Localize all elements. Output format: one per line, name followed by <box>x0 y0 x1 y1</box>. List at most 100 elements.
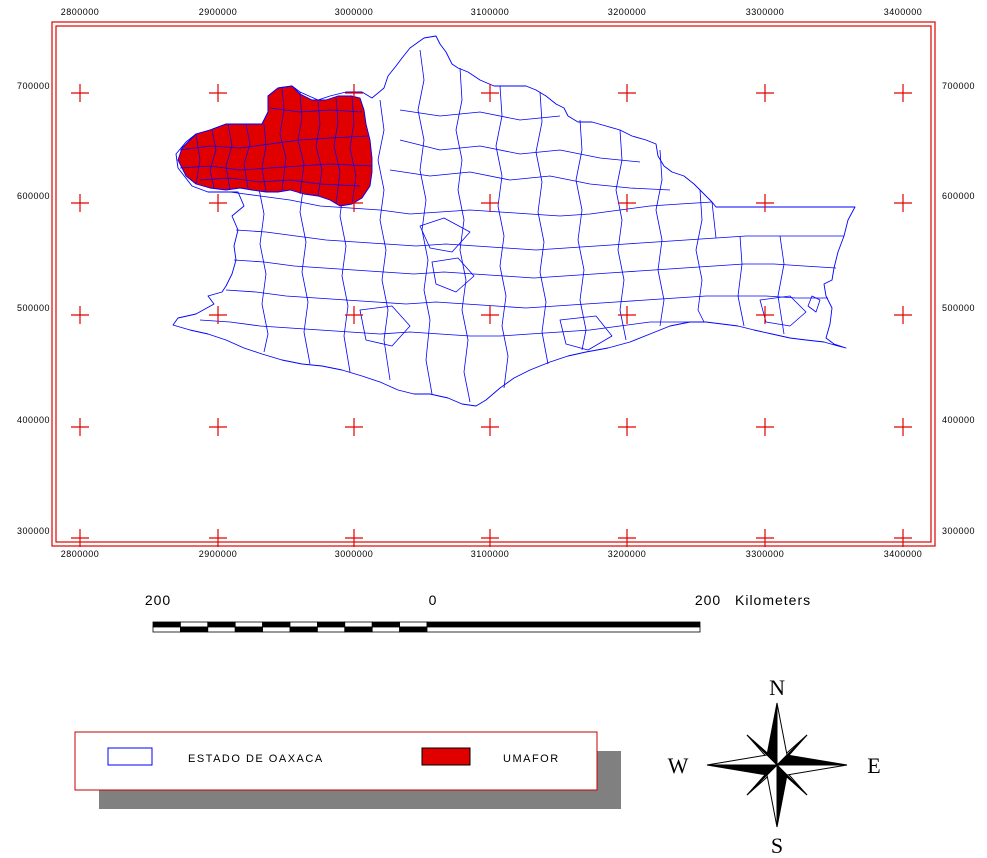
grid-cross-icon <box>756 418 774 436</box>
grid-cross-icon <box>209 84 227 102</box>
grid-cross-icon <box>345 306 363 324</box>
x-coordinate-label-top: 3400000 <box>884 7 923 17</box>
grid-cross-icon <box>481 529 499 547</box>
scale-bar-segment <box>344 621 373 628</box>
y-coordinate-label-right: 300000 <box>942 526 975 536</box>
grid-cross-icon <box>618 194 636 212</box>
grid-cross-icon <box>894 418 912 436</box>
grid-cross-icon <box>618 84 636 102</box>
scale-bar-segment <box>234 626 263 633</box>
legend: ESTADO DE OAXACA UMAFOR <box>74 731 621 809</box>
coordinate-grid <box>71 84 912 547</box>
grid-cross-icon <box>345 84 363 102</box>
grid-cross-icon <box>618 306 636 324</box>
grid-cross-icon <box>756 529 774 547</box>
map-frame-inner <box>55 25 932 543</box>
scale-bar-segment <box>179 621 209 628</box>
grid-cross-icon <box>71 84 89 102</box>
grid-cross-icon <box>209 306 227 324</box>
scale-bar-segment <box>152 626 181 633</box>
scale-bar-segment <box>262 626 291 633</box>
scale-bar-segment <box>426 621 701 628</box>
scale-bar-segment <box>289 621 318 628</box>
x-coordinate-label-top: 3200000 <box>608 7 647 17</box>
scale-bar-segment <box>207 626 236 633</box>
scale-bar-segment <box>399 626 428 633</box>
legend-box <box>74 731 598 791</box>
compass-west-label: W <box>668 753 689 778</box>
legend-label-umafor: UMAFOR <box>503 753 560 765</box>
grid-cross-icon <box>756 84 774 102</box>
x-coordinate-label-bottom: 3400000 <box>884 549 923 559</box>
legend-symbol-outline <box>107 747 153 766</box>
x-coordinate-label-bottom: 2900000 <box>199 549 238 559</box>
scale-bar-segment <box>316 626 346 633</box>
compass-rose: N S E W <box>668 675 881 858</box>
scale-bar-segment <box>316 621 346 628</box>
scale-bar-segment <box>426 626 701 633</box>
x-coordinate-label-bottom: 3300000 <box>746 549 785 559</box>
scale-bar-segment <box>234 621 263 628</box>
grid-cross-icon <box>481 306 499 324</box>
scale-bar-segment <box>207 621 236 628</box>
y-coordinate-label-right: 600000 <box>942 191 975 201</box>
x-coordinate-label-top: 3100000 <box>471 7 510 17</box>
scale-bar-segment <box>179 626 209 633</box>
x-coordinate-label-top: 2900000 <box>199 7 238 17</box>
grid-cross-icon <box>209 529 227 547</box>
scale-bar-segment <box>152 621 181 628</box>
grid-cross-icon <box>481 418 499 436</box>
grid-cross-icon <box>894 306 912 324</box>
legend-label-estado: ESTADO DE OAXACA <box>188 753 324 765</box>
grid-cross-icon <box>894 529 912 547</box>
y-coordinate-label-left: 700000 <box>17 81 50 91</box>
x-coordinate-label-bottom: 3200000 <box>608 549 647 559</box>
grid-cross-icon <box>894 194 912 212</box>
scale-bar: 200 0 200 Kilometers <box>145 592 811 633</box>
map-frame-outer <box>51 21 936 547</box>
scale-left-label: 200 <box>145 592 171 608</box>
scale-bar-segments <box>152 621 701 633</box>
scale-right-label: 200 <box>695 592 721 608</box>
grid-cross-icon <box>756 194 774 212</box>
x-coordinate-label-top: 3000000 <box>335 7 374 17</box>
grid-cross-icon <box>618 529 636 547</box>
umafor-region <box>177 85 373 207</box>
y-coordinate-label-right: 700000 <box>942 81 975 91</box>
x-coordinate-label-bottom: 2800000 <box>61 549 100 559</box>
x-coordinate-label-top: 2800000 <box>61 7 100 17</box>
grid-cross-icon <box>209 418 227 436</box>
grid-cross-icon <box>618 418 636 436</box>
compass-north-label: N <box>769 675 785 700</box>
y-coordinate-label-left: 500000 <box>17 303 50 313</box>
bottom-coordinate-labels: 2800000 2900000 3000000 3100000 3200000 33000… <box>61 549 923 559</box>
y-coordinate-label-left: 400000 <box>17 415 50 425</box>
scale-bar-segment <box>371 621 401 628</box>
left-coordinate-labels: 700000 600000 500000 400000 300000 <box>17 81 50 536</box>
x-coordinate-label-bottom: 3100000 <box>471 549 510 559</box>
compass-star-icon <box>706 702 848 828</box>
grid-cross-icon <box>345 418 363 436</box>
scale-bar-segment <box>344 626 373 633</box>
scale-bar-segment <box>289 626 318 633</box>
grid-cross-icon <box>71 418 89 436</box>
y-coordinate-label-right: 500000 <box>942 303 975 313</box>
municipal-boundaries <box>199 49 844 403</box>
grid-cross-icon <box>481 84 499 102</box>
grid-cross-icon <box>71 194 89 212</box>
y-coordinate-label-right: 400000 <box>942 415 975 425</box>
compass-east-label: E <box>867 753 880 778</box>
right-coordinate-labels: 700000 600000 500000 400000 300000 <box>942 81 975 536</box>
scale-bar-segment <box>399 621 428 628</box>
compass-south-label: S <box>771 833 783 858</box>
x-coordinate-label-top: 3300000 <box>746 7 785 17</box>
grid-cross-icon <box>209 194 227 212</box>
scale-unit-label: Kilometers <box>735 592 811 608</box>
grid-cross-icon <box>894 84 912 102</box>
grid-cross-icon <box>481 194 499 212</box>
scale-middle-label: 0 <box>429 592 438 608</box>
grid-cross-icon <box>756 306 774 324</box>
grid-cross-icon <box>71 529 89 547</box>
legend-symbol-filled <box>421 747 471 766</box>
